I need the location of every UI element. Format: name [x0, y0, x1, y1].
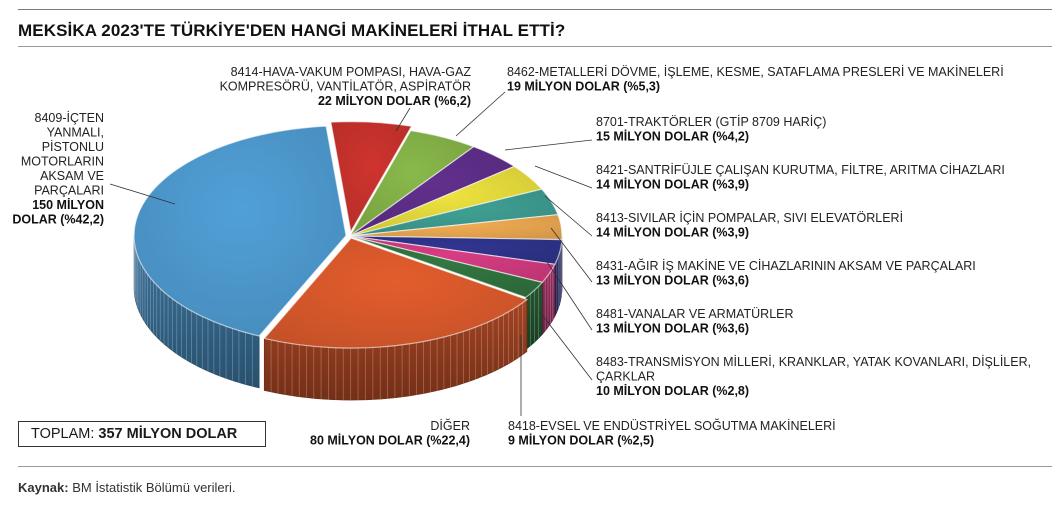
pie-side-walls — [133, 235, 563, 401]
total-label: TOPLAM: — [31, 426, 95, 442]
slice-value-10: DOLAR (%42,2) — [12, 213, 104, 227]
slice-label-10: YANMALI, — [47, 126, 104, 140]
title-rule — [18, 46, 1052, 47]
pie-slice-10 — [133, 125, 347, 337]
slice-label-10: PARÇALARI — [34, 184, 104, 198]
pie-slice-0 — [330, 121, 413, 234]
leader-line-2 — [504, 139, 593, 151]
slice-label-6: 8481-VANALAR VE ARMATÜRLER — [596, 307, 794, 321]
total-box: TOPLAM: 357 MİLYON DOLAR — [18, 421, 266, 447]
slice-label-7: ÇARKLAR — [596, 370, 655, 384]
leader-line-1 — [455, 91, 506, 137]
slice-value-5: 13 MİLYON DOLAR (%3,6) — [596, 273, 749, 288]
slice-label-5: 8431-AĞIR İŞ MAKİNE VE CİHAZLARININ AKSA… — [596, 258, 976, 273]
slice-label-10: PİSTONLU — [42, 140, 104, 154]
slice-value-10: 150 MİLYON — [32, 197, 104, 212]
leader-line-4 — [544, 195, 593, 237]
leader-line-10 — [109, 183, 176, 205]
slice-value-8: 9 MİLYON DOLAR (%2,5) — [508, 433, 654, 448]
bottom-rule — [18, 466, 1052, 467]
pie-labels: 8414-HAVA-VAKUM POMPASI, HAVA-GAZKOMPRES… — [12, 65, 1031, 448]
slice-value-1: 19 MİLYON DOLAR (%5,3) — [507, 79, 660, 94]
slice-value-0: 22 MİLYON DOLAR (%6,2) — [318, 93, 471, 108]
slice-label-2: 8701-TRAKTÖRLER (GTİP 8709 HARİÇ) — [596, 115, 826, 129]
chart-title: MEKSİKA 2023'TE TÜRKİYE'DEN HANGİ MAKİNE… — [18, 21, 566, 40]
slice-value-3: 14 MİLYON DOLAR (%3,9) — [596, 177, 749, 192]
leader-line-3 — [534, 165, 593, 189]
total-value: 357 MİLYON DOLAR — [98, 426, 238, 442]
slice-label-7: 8483-TRANSMİSYON MİLLERİ, KRANKLAR, YATA… — [596, 355, 1031, 369]
leader-line-6 — [546, 261, 593, 331]
source-note: Kaynak: BM İstatistik Bölümü verileri. — [18, 480, 235, 495]
source-text: BM İstatistik Bölümü verileri. — [72, 480, 236, 495]
slice-value-7: 10 MİLYON DOLAR (%2,8) — [596, 383, 749, 398]
slice-label-0: 8414-HAVA-VAKUM POMPASI, HAVA-GAZ — [231, 65, 472, 79]
slice-label-3: 8421-SANTRİFÜJLE ÇALIŞAN KURUTMA, FİLTRE… — [596, 163, 1005, 177]
leader-line-5 — [550, 227, 593, 283]
slice-label-10: AKSAM VE — [40, 169, 104, 183]
leader-line-7 — [539, 311, 593, 381]
source-label: Kaynak: — [18, 480, 69, 495]
top-rule — [18, 9, 1052, 10]
slice-label-0: KOMPRESÖRÜ, VANTİLATÖR, ASPİRATÖR — [220, 80, 471, 94]
slice-label-9: DİĞER — [430, 418, 470, 433]
slice-label-1: 8462-METALLERİ DÖVME, İŞLEME, KESME, SAT… — [507, 65, 1004, 79]
slice-label-8: 8418-EVSEL VE ENDÜSTRİYEL SOĞUTMA MAKİNE… — [508, 418, 836, 433]
slice-label-10: MOTORLARIN — [21, 155, 104, 169]
pie-slice-9 — [263, 237, 529, 349]
slice-value-9: 80 MİLYON DOLAR (%22,4) — [310, 433, 470, 448]
slice-value-2: 15 MİLYON DOLAR (%4,2) — [596, 129, 749, 144]
slice-label-4: 8413-SIVILAR İÇİN POMPALAR, SIVI ELEVATÖ… — [596, 211, 903, 225]
slice-value-4: 14 MİLYON DOLAR (%3,9) — [596, 225, 749, 240]
slice-value-6: 13 MİLYON DOLAR (%3,6) — [596, 321, 749, 336]
leader-line-0 — [395, 107, 411, 132]
slice-label-10: 8409-İÇTEN — [35, 111, 104, 125]
pie-slice-8 — [349, 235, 544, 299]
pie-slices — [133, 121, 563, 349]
